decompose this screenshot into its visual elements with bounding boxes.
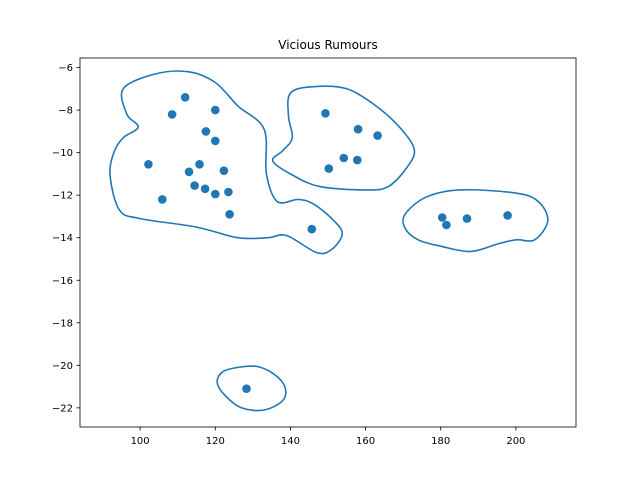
cluster-outline-1 bbox=[109, 70, 344, 255]
x-tick-label: 160 bbox=[356, 436, 375, 447]
scatter-point bbox=[442, 220, 451, 230]
y-tick-label: −12 bbox=[52, 191, 73, 202]
scatter-point bbox=[211, 189, 220, 199]
x-tick-label: 140 bbox=[281, 436, 300, 447]
scatter-point bbox=[190, 181, 199, 190]
y-tick-label: −6 bbox=[58, 63, 73, 74]
data-points bbox=[144, 93, 512, 394]
x-tick-label: 200 bbox=[506, 436, 525, 447]
scatter-point bbox=[200, 184, 210, 194]
scatter-point bbox=[437, 213, 447, 222]
y-tick-label: −18 bbox=[52, 318, 73, 329]
scatter-point bbox=[373, 131, 382, 140]
scatter-point bbox=[211, 105, 220, 115]
scatter-point bbox=[224, 187, 233, 197]
scatter-point bbox=[242, 384, 251, 394]
scatter-point bbox=[211, 136, 220, 146]
scatter-point bbox=[339, 153, 349, 163]
scatter-point bbox=[219, 166, 229, 175]
scatter-point bbox=[158, 195, 167, 204]
scatter-point bbox=[195, 160, 204, 169]
chart-title: Vicious Rumours bbox=[278, 38, 377, 52]
x-tick-label: 180 bbox=[431, 436, 450, 447]
scatter-point bbox=[180, 93, 190, 102]
cluster-outline-3 bbox=[402, 188, 549, 253]
y-tick-label: −16 bbox=[52, 276, 73, 287]
cluster-outlines bbox=[109, 70, 549, 412]
scatter-point bbox=[201, 127, 211, 136]
cluster-outline-4 bbox=[216, 365, 287, 412]
y-axis: −6 −8 −10 −12 −14 −16 −18 −20 −22 bbox=[52, 63, 80, 414]
cluster-outline-2 bbox=[271, 85, 416, 191]
scatter-point bbox=[503, 211, 512, 220]
plot-frame bbox=[79, 57, 577, 428]
scatter-point bbox=[167, 110, 177, 119]
scatter-point bbox=[307, 224, 317, 234]
y-tick-label: −20 bbox=[52, 361, 73, 372]
scatter-point bbox=[462, 214, 472, 223]
scatter-point bbox=[184, 167, 194, 177]
x-tick-label: 120 bbox=[206, 436, 225, 447]
y-tick-label: −14 bbox=[52, 233, 73, 244]
scatter-point bbox=[324, 164, 334, 173]
scatter-point bbox=[321, 109, 330, 118]
y-tick-label: −22 bbox=[52, 403, 73, 414]
y-tick-label: −8 bbox=[58, 106, 73, 117]
x-tick-label: 100 bbox=[131, 436, 150, 447]
scatter-point bbox=[225, 210, 234, 219]
scatter-point bbox=[353, 124, 363, 134]
scatter-point bbox=[144, 160, 153, 169]
x-axis: 100 120 140 160 180 200 bbox=[131, 427, 525, 447]
scatter-point bbox=[353, 155, 362, 165]
y-tick-label: −10 bbox=[52, 148, 73, 159]
